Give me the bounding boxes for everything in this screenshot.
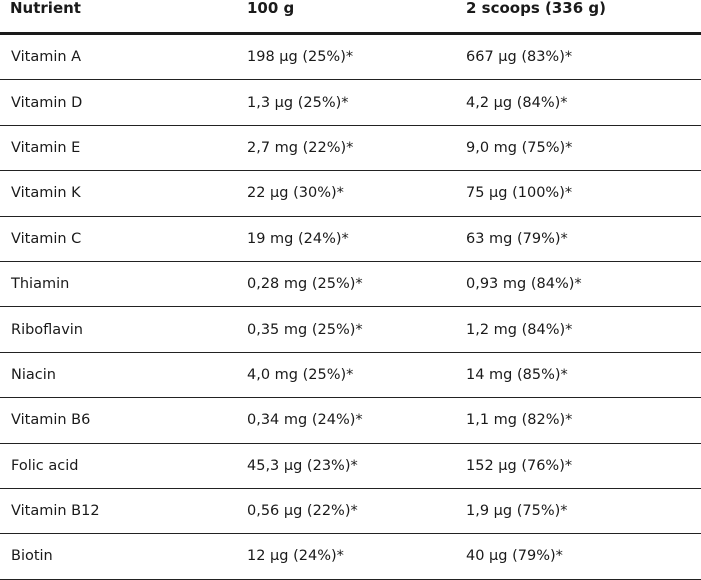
value-per-serving: 40 µg (79%)*	[466, 548, 563, 565]
value-per-serving: 1,9 µg (75%)*	[466, 503, 568, 520]
nutrient-name: Vitamin B6	[11, 412, 91, 429]
value-per-serving: 1,1 mg (82%)*	[466, 412, 573, 429]
table-row: Folic acid 45,3 µg (23%)* 152 µg (76%)*	[0, 444, 701, 489]
value-per-serving: 152 µg (76%)*	[466, 457, 573, 474]
value-per-100g: 2,7 mg (22%)*	[247, 139, 354, 156]
table-row: Vitamin B6 0,34 mg (24%)* 1,1 mg (82%)*	[0, 398, 701, 444]
nutrient-name: Niacin	[11, 366, 56, 383]
nutrient-name: Riboflavin	[11, 321, 83, 338]
header-per-100g: 100 g	[247, 0, 295, 17]
nutrient-name: Vitamin E	[11, 139, 81, 156]
value-per-100g: 45,3 µg (23%)*	[247, 457, 358, 474]
value-per-serving: 667 µg (83%)*	[466, 49, 573, 66]
nutrient-name: Vitamin D	[11, 94, 83, 111]
table-header: Nutrient 100 g 2 scoops (336 g)	[0, 0, 701, 35]
nutrient-name: Vitamin C	[11, 230, 82, 247]
header-nutrient: Nutrient	[10, 0, 81, 17]
table-row: Vitamin C 19 mg (24%)* 63 mg (79%)*	[0, 217, 701, 262]
value-per-100g: 19 mg (24%)*	[247, 230, 349, 247]
table-row: Vitamin D 1,3 µg (25%)* 4,2 µg (84%)*	[0, 80, 701, 126]
value-per-serving: 4,2 µg (84%)*	[466, 94, 568, 111]
value-per-100g: 0,56 µg (22%)*	[247, 503, 358, 520]
nutrient-name: Folic acid	[11, 457, 79, 474]
value-per-serving: 9,0 mg (75%)*	[466, 139, 573, 156]
nutrient-name: Vitamin K	[11, 185, 81, 202]
table-row: Biotin 12 µg (24%)* 40 µg (79%)*	[0, 534, 701, 580]
value-per-100g: 198 µg (25%)*	[247, 49, 354, 66]
value-per-100g: 0,34 mg (24%)*	[247, 412, 363, 429]
table-row: Vitamin E 2,7 mg (22%)* 9,0 mg (75%)*	[0, 126, 701, 172]
nutrient-name: Vitamin B12	[11, 503, 100, 520]
value-per-serving: 75 µg (100%)*	[466, 185, 573, 202]
value-per-serving: 1,2 mg (84%)*	[466, 321, 573, 338]
header-per-serving: 2 scoops (336 g)	[466, 0, 606, 17]
table-row: Vitamin B12 0,56 µg (22%)* 1,9 µg (75%)*	[0, 489, 701, 535]
table-row: Vitamin A 198 µg (25%)* 667 µg (83%)*	[0, 35, 701, 81]
table-row: Vitamin K 22 µg (30%)* 75 µg (100%)*	[0, 171, 701, 217]
value-per-100g: 1,3 µg (25%)*	[247, 94, 349, 111]
nutrient-name: Thiamin	[11, 276, 70, 293]
table-row: Thiamin 0,28 mg (25%)* 0,93 mg (84%)*	[0, 262, 701, 308]
value-per-100g: 22 µg (30%)*	[247, 185, 344, 202]
table-row: Riboflavin 0,35 mg (25%)* 1,2 mg (84%)*	[0, 307, 701, 353]
value-per-serving: 0,93 mg (84%)*	[466, 276, 582, 293]
value-per-serving: 63 mg (79%)*	[466, 230, 568, 247]
value-per-100g: 12 µg (24%)*	[247, 548, 344, 565]
table-row: Niacin 4,0 mg (25%)* 14 mg (85%)*	[0, 353, 701, 399]
value-per-100g: 4,0 mg (25%)*	[247, 366, 354, 383]
value-per-100g: 0,35 mg (25%)*	[247, 321, 363, 338]
value-per-100g: 0,28 mg (25%)*	[247, 276, 363, 293]
nutrient-name: Biotin	[11, 548, 53, 565]
value-per-serving: 14 mg (85%)*	[466, 366, 568, 383]
nutrient-name: Vitamin A	[11, 49, 82, 66]
